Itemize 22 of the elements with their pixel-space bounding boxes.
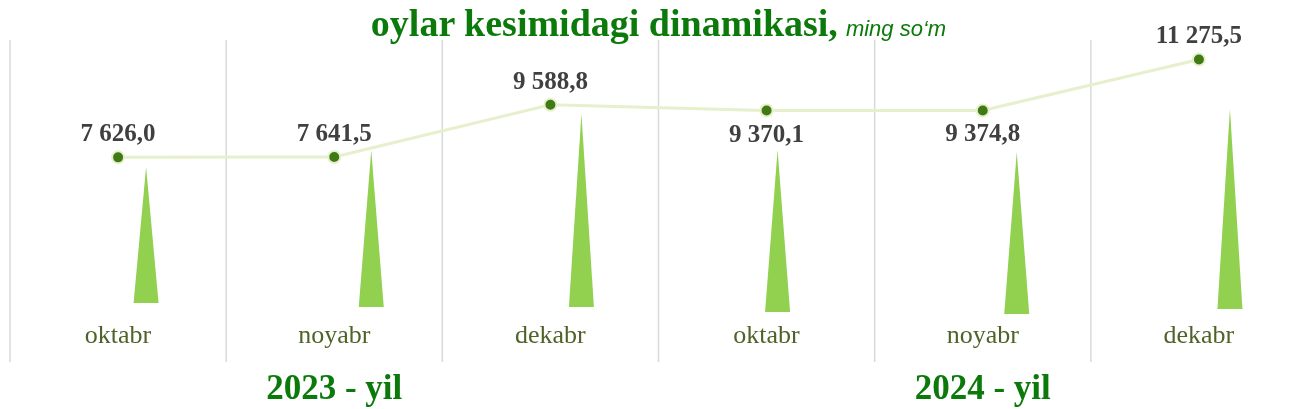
- data-label: 9 370,1: [729, 119, 805, 147]
- x-tick-label: dekabr: [515, 320, 587, 349]
- point: [327, 149, 342, 164]
- chart-subtitle: ming so‘m: [845, 16, 947, 41]
- point: [1191, 52, 1206, 67]
- text: 2023 - yil: [266, 368, 403, 407]
- point: [975, 103, 990, 118]
- point: [759, 103, 774, 118]
- data-label: 9 374,8: [945, 119, 1021, 147]
- data-label: 7 641,5: [296, 118, 372, 146]
- data-label: 7 626,0: [80, 119, 156, 147]
- point: [543, 97, 558, 112]
- x-tick-label: dekabr: [1163, 320, 1235, 349]
- chart-title: oylar kesimidagi dinamikasi,: [370, 2, 838, 44]
- data-label: 9 588,8: [512, 66, 588, 94]
- data-label: 11 275,5: [1155, 21, 1242, 49]
- x-tick-label: oktabr: [733, 320, 801, 349]
- x-tick-label: oktabr: [84, 320, 152, 349]
- point: [111, 150, 126, 165]
- x-tick-label: noyabr: [298, 320, 371, 349]
- text: 2024 - yil: [914, 368, 1052, 407]
- x-tick-label: noyabr: [946, 320, 1020, 349]
